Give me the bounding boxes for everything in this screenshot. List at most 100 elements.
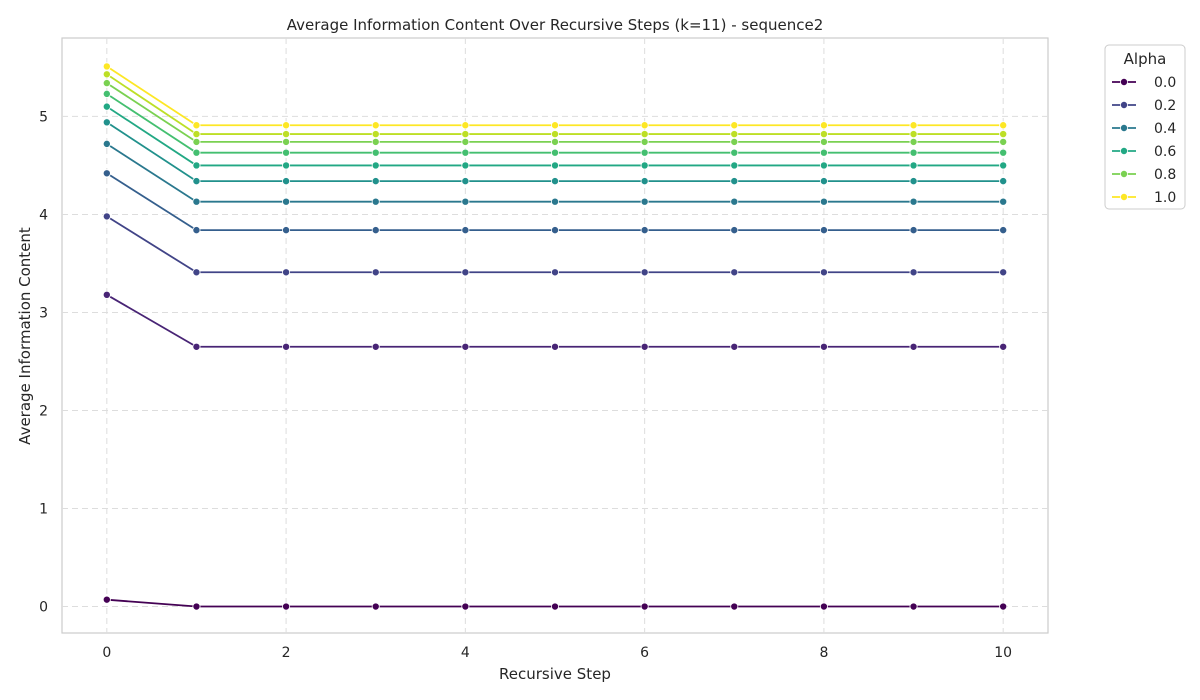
- legend-items: 0.0 0.2 0.4 0.6 0.8 1.0: [1112, 75, 1176, 206]
- data-point: [371, 342, 380, 351]
- data-point: [640, 226, 649, 235]
- data-point: [640, 268, 649, 277]
- data-point: [909, 137, 918, 146]
- data-point: [730, 602, 739, 611]
- plot-frame: [61, 37, 1049, 634]
- data-point: [102, 118, 111, 127]
- data-point: [909, 268, 918, 277]
- tick-labels: 0 2 4 6 8 10 0 1 2 3 4 5: [39, 109, 1012, 661]
- data-point: [640, 137, 649, 146]
- data-point: [640, 602, 649, 611]
- data-point: [102, 595, 111, 604]
- series: [102, 70, 1008, 139]
- data-point: [551, 197, 560, 206]
- data-point: [371, 148, 380, 157]
- data-point: [102, 102, 111, 111]
- legend: Alpha 0.0 0.2 0.4 0.6 0.8 1.0: [1104, 44, 1186, 210]
- data-point: [461, 226, 470, 235]
- data-point: [551, 161, 560, 170]
- data-point: [102, 79, 111, 88]
- data-point: [282, 161, 291, 170]
- data-point: [371, 137, 380, 146]
- legend-swatch-marker: [1120, 192, 1129, 201]
- data-point: [102, 169, 111, 178]
- data-point: [909, 342, 918, 351]
- data-point: [819, 161, 828, 170]
- data-point: [819, 177, 828, 186]
- data-point: [999, 137, 1008, 146]
- data-point: [909, 130, 918, 139]
- data-point: [640, 177, 649, 186]
- data-point: [102, 139, 111, 148]
- data-point: [192, 197, 201, 206]
- x-axis-label: Recursive Step: [499, 665, 611, 683]
- data-point: [371, 177, 380, 186]
- data-point: [999, 121, 1008, 130]
- data-point: [819, 137, 828, 146]
- data-point: [461, 130, 470, 139]
- data-point: [551, 177, 560, 186]
- data-point: [640, 161, 649, 170]
- legend-label: 0.2: [1154, 98, 1176, 114]
- data-point: [102, 70, 111, 79]
- data-point: [551, 130, 560, 139]
- data-point: [640, 130, 649, 139]
- data-point: [461, 148, 470, 157]
- data-point: [819, 226, 828, 235]
- data-point: [461, 121, 470, 130]
- data-point: [282, 342, 291, 351]
- y-tick-label: 0: [39, 600, 48, 616]
- data-point: [192, 268, 201, 277]
- data-point: [730, 177, 739, 186]
- data-point: [730, 342, 739, 351]
- data-point: [461, 268, 470, 277]
- series-group: [102, 62, 1008, 611]
- data-point: [640, 148, 649, 157]
- legend-label: 0.6: [1154, 144, 1176, 160]
- data-point: [461, 137, 470, 146]
- legend-item: 0.6: [1112, 144, 1176, 160]
- legend-item: 0.4: [1112, 121, 1176, 137]
- data-point: [999, 342, 1008, 351]
- data-point: [819, 602, 828, 611]
- data-point: [999, 268, 1008, 277]
- data-point: [640, 197, 649, 206]
- data-point: [551, 602, 560, 611]
- legend-item: 1.0: [1112, 190, 1176, 206]
- data-point: [909, 161, 918, 170]
- data-point: [461, 197, 470, 206]
- y-tick-label: 2: [39, 403, 48, 419]
- data-point: [461, 161, 470, 170]
- data-point: [819, 268, 828, 277]
- data-point: [192, 148, 201, 157]
- x-tick-label: 4: [461, 645, 470, 661]
- data-point: [819, 148, 828, 157]
- data-point: [909, 602, 918, 611]
- legend-label: 0.4: [1154, 121, 1176, 137]
- data-point: [551, 137, 560, 146]
- data-point: [999, 161, 1008, 170]
- series: [102, 118, 1008, 186]
- series: [102, 102, 1008, 170]
- data-point: [730, 161, 739, 170]
- data-point: [371, 602, 380, 611]
- chart-title: Average Information Content Over Recursi…: [287, 16, 824, 34]
- legend-swatch-marker: [1120, 101, 1129, 110]
- y-tick-label: 3: [39, 305, 48, 321]
- data-point: [282, 121, 291, 130]
- data-point: [371, 197, 380, 206]
- y-tick-label: 5: [39, 109, 48, 125]
- data-point: [551, 342, 560, 351]
- legend-box: [1104, 44, 1186, 210]
- data-point: [192, 226, 201, 235]
- data-point: [909, 197, 918, 206]
- data-point: [819, 121, 828, 130]
- data-point: [551, 121, 560, 130]
- legend-swatch-marker: [1120, 169, 1129, 178]
- data-point: [819, 342, 828, 351]
- data-point: [819, 197, 828, 206]
- legend-label: 1.0: [1154, 190, 1176, 206]
- x-tick-label: 0: [102, 645, 111, 661]
- series: [102, 212, 1008, 277]
